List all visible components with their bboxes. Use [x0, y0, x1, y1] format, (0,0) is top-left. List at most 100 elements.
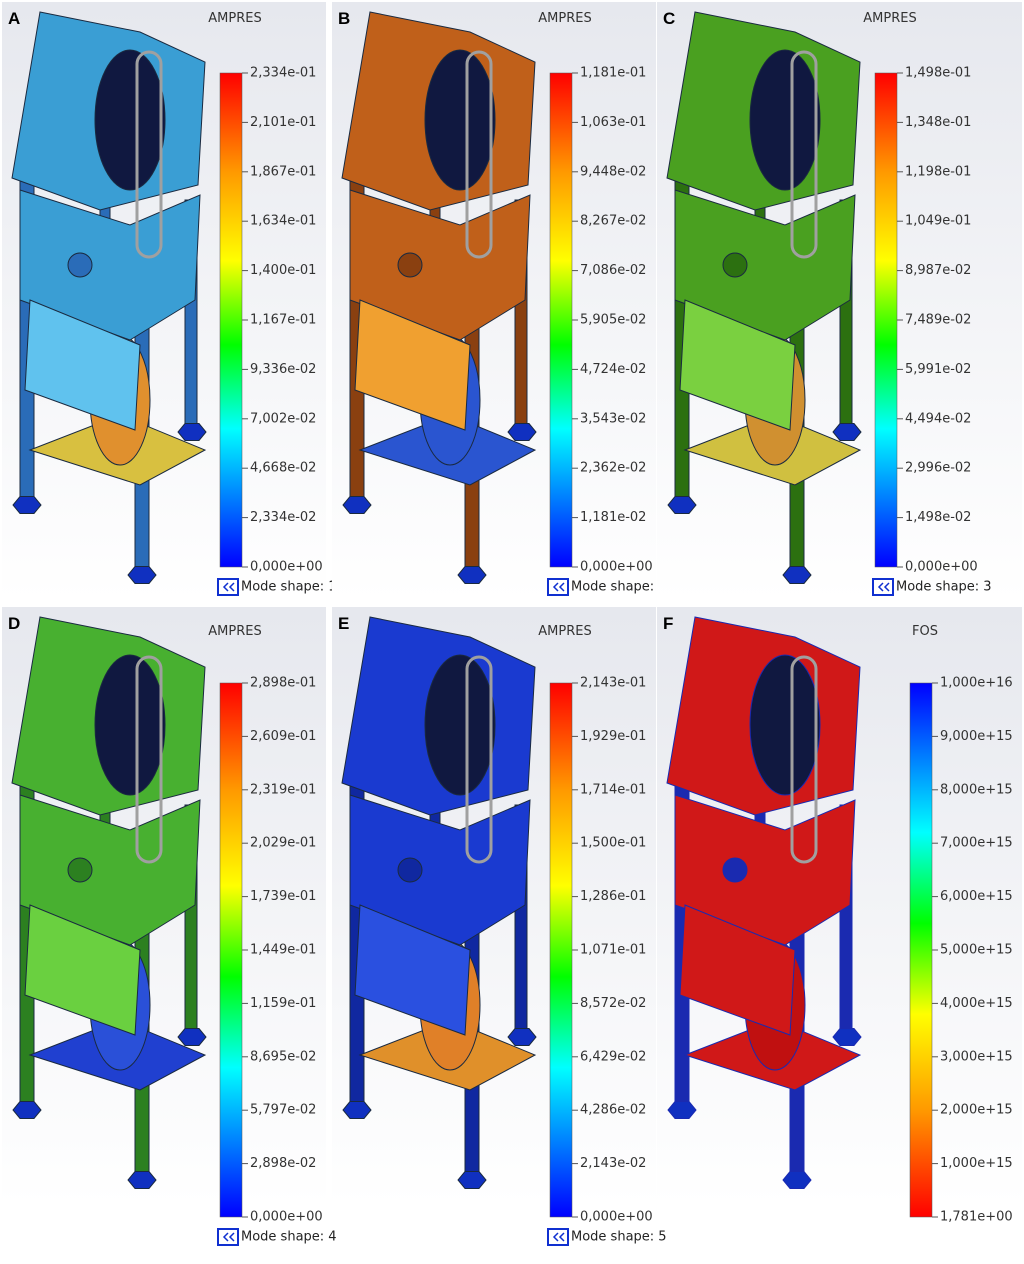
mode-label: Mode shape: 2: [571, 580, 667, 595]
shaft: [722, 857, 748, 883]
foot: [782, 1171, 812, 1189]
machine: [666, 616, 862, 1189]
mode-icon: [217, 1228, 239, 1246]
foot: [342, 496, 372, 514]
panel: F FOS 1,000e+16 9,000e+15 8,000e+15 7,000e+15…: [657, 607, 1022, 1225]
scale-label: 4,000e+15: [940, 996, 1013, 1011]
mode-label: Mode shape: 4: [241, 1230, 337, 1245]
mode-icon: [547, 1228, 569, 1246]
scale-label: 9,336e-02: [250, 362, 316, 377]
scale-label: 5,000e+15: [940, 943, 1013, 958]
panel: C AMPRES 1,498e-01 1,348e-01 1,198e-01 1,049e…: [657, 2, 1022, 600]
panel-letter: E: [338, 614, 349, 633]
scale-label: 2,143e-02: [580, 1156, 646, 1171]
chute: [354, 904, 471, 1036]
scale-label: 1,500e-01: [580, 836, 646, 851]
scale-label: 8,000e+15: [940, 782, 1013, 797]
machine: [341, 616, 537, 1189]
scale-label: 1,198e-01: [905, 164, 971, 179]
panel: A AMPRES 2,334e-01 2,101e-01 1,867e-01 1,634e…: [2, 2, 337, 600]
scale-label: 8,267e-02: [580, 214, 646, 229]
scale-label: 1,181e-01: [580, 66, 646, 81]
scale-label: 2,029e-01: [250, 836, 316, 851]
shaft: [67, 252, 93, 278]
belt: [135, 50, 163, 259]
frame: [19, 794, 201, 946]
scale-label: 1,286e-01: [580, 889, 646, 904]
panel: B AMPRES 1,181e-01 1,063e-01 9,448e-02 8,267e…: [332, 2, 667, 600]
scale-label: 5,905e-02: [580, 313, 646, 328]
panel-letter: A: [8, 9, 20, 28]
mode-icon-arrows: [222, 1232, 235, 1242]
scale-label: 1,781e+00: [940, 1210, 1013, 1225]
mode-icon: [547, 578, 569, 596]
foot: [507, 423, 537, 441]
color-scale: [219, 72, 243, 568]
scale-label: 2,143e-01: [580, 676, 646, 691]
scale-label: 1,159e-01: [250, 996, 316, 1011]
panel-letter: F: [663, 614, 673, 633]
mode-icon: [217, 578, 239, 596]
scale-label: 2,319e-01: [250, 782, 316, 797]
scale-label: 0,000e+00: [250, 560, 323, 575]
scale-label: 1,498e-02: [905, 510, 971, 525]
foot: [177, 423, 207, 441]
belt: [790, 50, 818, 259]
scale-label: 9,448e-02: [580, 164, 646, 179]
scale-label: 2,334e-01: [250, 66, 316, 81]
foot: [832, 1028, 862, 1046]
scale-label: 1,498e-01: [905, 66, 971, 81]
mode-label: Mode shape: 3: [896, 580, 992, 595]
mode-icon-arrows: [552, 582, 565, 592]
scale-label: 4,286e-02: [580, 1103, 646, 1118]
scale-label: 1,739e-01: [250, 889, 316, 904]
scale-label: 1,000e+15: [940, 1156, 1013, 1171]
mode-icon: [872, 578, 894, 596]
chute: [354, 299, 471, 431]
frame: [349, 794, 531, 946]
belt: [790, 655, 818, 864]
foot: [782, 566, 812, 584]
scale-label: 4,724e-02: [580, 362, 646, 377]
scale-label: 3,000e+15: [940, 1049, 1013, 1064]
foot: [127, 1171, 157, 1189]
machine: [11, 616, 207, 1189]
scale-label: 9,000e+15: [940, 729, 1013, 744]
scale-label: 0,000e+00: [905, 560, 978, 575]
quantity-label: AMPRES: [208, 11, 261, 26]
frame: [674, 189, 856, 341]
foot: [342, 1101, 372, 1119]
mode-icon-arrows: [552, 1232, 565, 1242]
belt: [465, 50, 493, 259]
chute: [679, 299, 796, 431]
frame: [19, 189, 201, 341]
scale-label: 1,929e-01: [580, 729, 646, 744]
scale-label: 1,071e-01: [580, 943, 646, 958]
quantity-label: AMPRES: [863, 11, 916, 26]
scale-label: 6,000e+15: [940, 889, 1013, 904]
foot: [457, 566, 487, 584]
machine: [11, 11, 207, 584]
panel-letter: C: [663, 9, 675, 28]
foot: [667, 1101, 697, 1119]
scale-label: 7,489e-02: [905, 313, 971, 328]
scale-label: 2,609e-01: [250, 729, 316, 744]
shaft: [397, 252, 423, 278]
panel-letter: B: [338, 9, 350, 28]
foot: [507, 1028, 537, 1046]
mode-label: Mode shape: 1: [241, 580, 337, 595]
quantity-label: AMPRES: [208, 624, 261, 639]
scale-label: 2,362e-02: [580, 461, 646, 476]
scale-label: 5,991e-02: [905, 362, 971, 377]
scale-label: 1,000e+16: [940, 676, 1013, 691]
machine: [341, 11, 537, 584]
color-scale: [549, 72, 573, 568]
quantity-label: AMPRES: [538, 624, 591, 639]
scale-label: 4,494e-02: [905, 411, 971, 426]
mesh: [424, 49, 496, 191]
frame: [349, 189, 531, 341]
scale-label: 7,000e+15: [940, 836, 1013, 851]
scale-label: 2,996e-02: [905, 461, 971, 476]
chute: [679, 904, 796, 1036]
